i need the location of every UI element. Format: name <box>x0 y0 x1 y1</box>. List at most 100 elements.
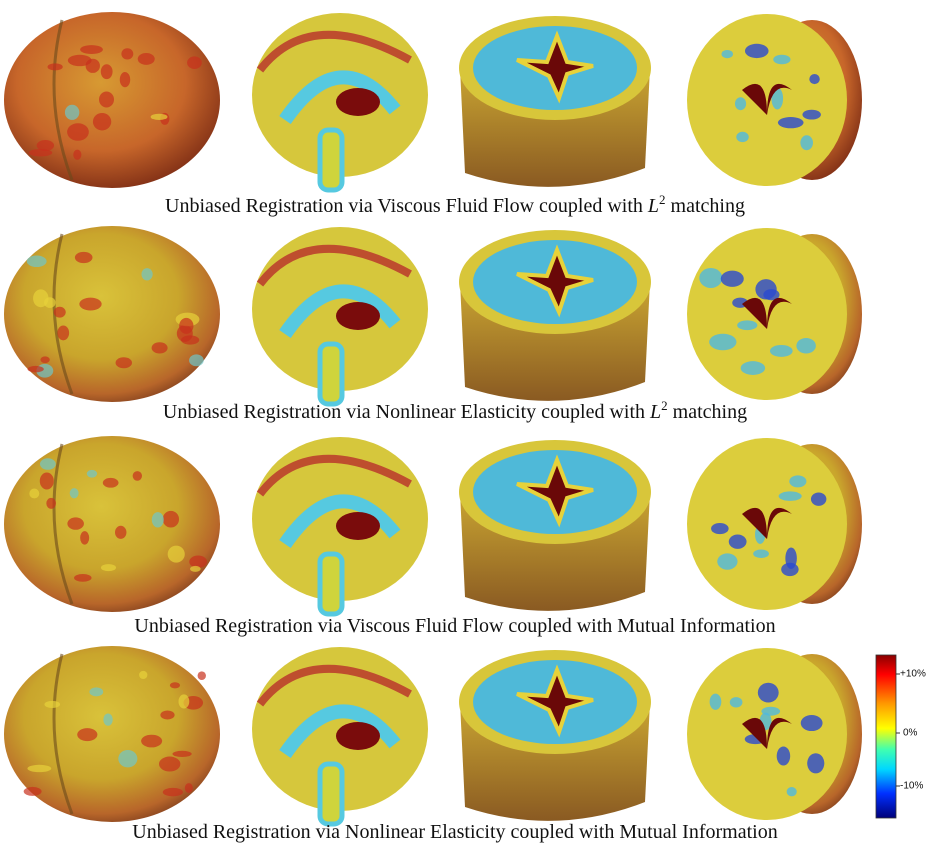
brain-patch <box>53 306 66 318</box>
brain-patch <box>711 523 729 535</box>
brain-patch <box>80 531 90 545</box>
brain-patch <box>771 87 784 110</box>
brain-patch <box>699 268 723 288</box>
colorbar-label: 0% <box>903 728 918 739</box>
brain-ventricle <box>742 717 792 749</box>
brain-patch <box>753 549 769 558</box>
brain-fold <box>52 653 74 815</box>
brain-ventricle <box>742 507 792 539</box>
brain-patch <box>160 710 175 720</box>
brain-coronal <box>687 14 847 186</box>
brain-patch <box>197 671 206 681</box>
brain-patch <box>23 786 42 796</box>
brain-ventricle <box>742 83 792 115</box>
brain-patch <box>734 97 747 111</box>
brain-patch <box>85 58 100 73</box>
colorbar-gradient <box>875 654 897 819</box>
brain-patch <box>44 700 61 708</box>
brain-patch <box>119 72 131 88</box>
brain-fold <box>52 19 74 181</box>
brain-patch <box>102 477 119 488</box>
brain-patch <box>64 104 80 120</box>
brain-patch <box>39 472 54 490</box>
brain-patch <box>769 344 793 357</box>
brain-patch <box>150 113 168 120</box>
brain-patch <box>802 109 821 120</box>
brain-white-matter <box>279 704 401 759</box>
colorbar-label: -10% <box>900 781 923 792</box>
brain-patch <box>47 63 63 71</box>
brain-stem <box>317 551 345 617</box>
brain-patch <box>729 697 743 708</box>
brain-patch <box>757 682 779 703</box>
brain-patch <box>57 325 70 341</box>
brain-patch <box>118 750 138 768</box>
brain-patch <box>137 53 155 65</box>
captions: Unbiased Registration via Viscous Fluid … <box>132 192 777 843</box>
brain-patch <box>103 713 113 726</box>
brain-ventricle <box>336 88 380 116</box>
brain-white-matter <box>279 70 401 125</box>
caption-text: Unbiased Registration via Viscous Fluid … <box>165 195 648 217</box>
brain-cortex <box>256 664 412 707</box>
brain-patch <box>89 687 104 697</box>
brain-patch <box>151 512 164 528</box>
brain-patch <box>92 112 112 131</box>
brain-patch <box>773 54 791 65</box>
caption: Unbiased Registration via Nonlinear Elas… <box>132 821 777 843</box>
brain-patch <box>36 139 55 151</box>
brain-patch <box>709 333 737 351</box>
brain-patch <box>67 54 92 67</box>
brain-patch <box>141 268 153 281</box>
brain-ventricle <box>336 302 380 330</box>
brain-stem <box>317 761 345 827</box>
brain-ventricle <box>516 664 594 738</box>
brain-cortex <box>256 244 412 287</box>
brain-row <box>4 12 862 193</box>
brain-patch <box>27 764 52 773</box>
brain-patch <box>139 670 148 680</box>
brain-ventricle <box>516 244 594 318</box>
brain-coronal <box>687 648 847 820</box>
brain-patch <box>74 251 93 264</box>
brain-cortex <box>256 30 412 73</box>
caption-math: L <box>649 401 661 423</box>
brain-patch <box>178 694 190 709</box>
brain-patch <box>28 148 53 157</box>
brain-lateral <box>4 646 220 822</box>
brain-patch <box>740 361 766 375</box>
brain-patch <box>778 491 802 501</box>
brain-patch <box>190 565 201 572</box>
brain-coronal <box>687 438 847 610</box>
brain-coronal <box>687 228 847 400</box>
brain-patch <box>777 117 804 129</box>
caption-text: Unbiased Registration via Nonlinear Elas… <box>163 401 650 423</box>
brain-patch <box>809 74 820 85</box>
caption-text: Unbiased Registration via Nonlinear Elas… <box>132 821 777 843</box>
brain-patch <box>184 783 193 793</box>
brain-patch <box>26 255 47 268</box>
brain-patch <box>810 492 827 506</box>
brain-patch <box>807 753 825 774</box>
caption: Unbiased Registration via Viscous Fluid … <box>165 192 745 217</box>
brain-patch <box>121 48 134 60</box>
brain-patch <box>79 297 102 311</box>
caption-sup: 2 <box>661 398 668 413</box>
brain-fold <box>52 443 74 605</box>
brain-patch <box>786 787 797 797</box>
colorbar-label: +10% <box>900 669 926 680</box>
brain-patch <box>27 365 44 373</box>
brain-patch <box>761 706 781 716</box>
brain-row <box>4 646 862 827</box>
brain-patch <box>189 354 204 367</box>
brain-patch <box>744 43 769 59</box>
brain-patch <box>100 64 113 80</box>
brain-patch <box>69 488 79 499</box>
brain-patch <box>717 553 738 570</box>
brain-stem <box>317 127 345 193</box>
brain-patch <box>189 555 208 568</box>
brain-patch <box>721 49 733 59</box>
brain-stem <box>317 341 345 407</box>
